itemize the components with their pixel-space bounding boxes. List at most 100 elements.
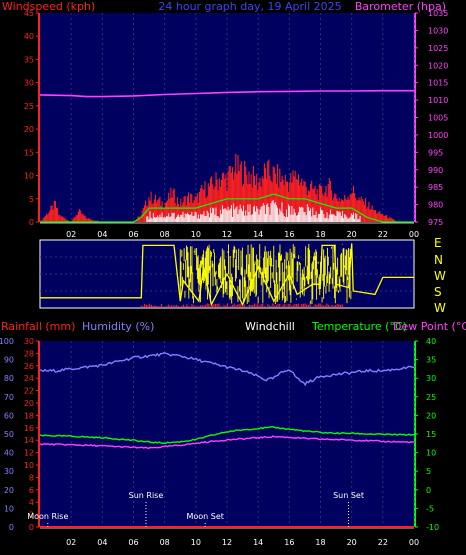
humidity-tick-label: 100 (0, 337, 14, 346)
windspeed-tick-label: 0 (29, 218, 34, 227)
hour-tick-label: 08 (160, 538, 170, 547)
barometer-axis-label: Barometer (hpa) (355, 0, 446, 13)
rainfall-tick-label: 18 (24, 411, 34, 420)
temperature-tick-label: 40 (426, 337, 436, 346)
rainfall-tick-label: 4 (29, 498, 34, 507)
barometer-tick-label: 1005 (428, 114, 448, 123)
wind-barometer-panel: 0510152025303540459759809859909951000100… (24, 9, 449, 239)
barometer-tick-label: 1000 (428, 131, 448, 140)
event-marker-label: Sun Set (333, 491, 364, 500)
wind-average-line (40, 193, 414, 223)
wind-speed-strip (140, 303, 343, 307)
event-marker-label: Moon Set (186, 512, 223, 521)
rainfall-tick-label: 20 (24, 399, 34, 408)
rainfall-tick-label: 26 (24, 362, 34, 371)
temperature-humidity-panel: 0102030405060708090100024681012141618202… (0, 337, 439, 547)
rainfall-tick-label: 10 (24, 461, 34, 470)
windspeed-tick-label: 35 (24, 55, 34, 64)
barometer-tick-label: 985 (428, 183, 443, 192)
barometer-tick-label: 1030 (428, 26, 448, 35)
rainfall-axis-label: Rainfall (mm) (1, 320, 75, 333)
hour-tick-label: 14 (253, 538, 263, 547)
windspeed-tick-label: 30 (24, 79, 34, 88)
humidity-line (39, 352, 415, 387)
barometer-tick-label: 975 (428, 218, 443, 227)
temperature-axis-label: Temperature (°C) (311, 320, 407, 333)
humidity-tick-label: 60 (4, 411, 14, 420)
hour-tick-label: 16 (284, 538, 294, 547)
rainfall-tick-label: 12 (24, 449, 34, 458)
barometer-tick-label: 1020 (428, 61, 448, 70)
compass-label-e: E (434, 236, 442, 250)
windspeed-tick-label: 5 (29, 195, 34, 204)
humidity-tick-label: 30 (4, 467, 14, 476)
hour-tick-label: 12 (222, 538, 232, 547)
barometer-tick-label: 1015 (428, 79, 448, 88)
hour-tick-label: 00 (409, 230, 419, 239)
temperature-tick-label: -10 (426, 523, 439, 532)
humidity-tick-label: 20 (4, 486, 14, 495)
temperature-tick-label: 30 (426, 374, 436, 383)
compass-label-n: N (434, 253, 443, 267)
humidity-tick-label: 80 (4, 374, 14, 383)
event-marker-label: Moon Rise (27, 512, 68, 521)
windspeed-tick-label: 20 (24, 125, 34, 134)
compass-label-w2: W (434, 301, 446, 315)
windspeed-tick-label: 40 (24, 32, 34, 41)
rainfall-tick-label: 28 (24, 349, 34, 358)
temperature-tick-label: 0 (426, 486, 431, 495)
temperature-tick-label: 15 (426, 430, 436, 439)
windspeed-tick-label: 10 (24, 172, 34, 181)
dewpoint-line (39, 435, 415, 450)
barometer-tick-label: 990 (428, 166, 443, 175)
temperature-line (39, 425, 414, 445)
hour-tick-label: 10 (191, 538, 201, 547)
hour-tick-label: 06 (128, 230, 138, 239)
temperature-tick-label: 5 (426, 467, 431, 476)
dewpoint-axis-label: Dew Point (°C) (393, 320, 466, 333)
rainfall-tick-label: 2 (29, 511, 34, 520)
windspeed-tick-label: 15 (24, 148, 34, 157)
compass-label-s: S (434, 285, 442, 299)
humidity-axis-label: Humidity (%) (82, 320, 154, 333)
rainfall-tick-label: 8 (29, 473, 34, 482)
rainfall-tick-label: 30 (24, 337, 34, 346)
wind-direction-noise (179, 244, 352, 305)
temperature-tick-label: -5 (426, 504, 434, 513)
hour-tick-label: 20 (347, 230, 357, 239)
hour-tick-label: 16 (284, 230, 294, 239)
temperature-tick-label: 35 (426, 356, 436, 365)
hour-tick-label: 04 (97, 230, 107, 239)
windchill-label: Windchill (245, 320, 295, 333)
hour-tick-label: 02 (66, 230, 76, 239)
event-marker-label: Sun Rise (129, 491, 164, 500)
humidity-tick-label: 10 (4, 504, 14, 513)
barometer-tick-label: 1025 (428, 44, 448, 53)
rainfall-tick-label: 16 (24, 424, 34, 433)
hour-tick-label: 14 (253, 230, 263, 239)
compass-label-w: W (434, 269, 446, 283)
hour-tick-label: 22 (378, 538, 388, 547)
windspeed-tick-label: 45 (24, 9, 34, 18)
rainfall-tick-label: 6 (29, 486, 34, 495)
hour-tick-label: 00 (409, 538, 419, 547)
humidity-tick-label: 50 (4, 430, 14, 439)
humidity-tick-label: 0 (9, 523, 14, 532)
barometer-line (39, 89, 414, 98)
humidity-tick-label: 40 (4, 449, 14, 458)
barometer-tick-label: 1010 (428, 96, 448, 105)
humidity-tick-label: 70 (4, 393, 14, 402)
rainfall-tick-label: 0 (29, 523, 34, 532)
temperature-tick-label: 20 (426, 411, 436, 420)
hour-tick-label: 20 (347, 538, 357, 547)
hour-tick-label: 08 (160, 230, 170, 239)
hour-tick-label: 02 (66, 538, 76, 547)
hour-tick-label: 10 (191, 230, 201, 239)
graph-title: 24 hour graph day, 19 April 2025 (158, 0, 341, 13)
windspeed-tick-label: 25 (24, 102, 34, 111)
windspeed-axis-label: Windspeed (kph) (2, 0, 95, 13)
plot-area (40, 13, 414, 222)
rainfall-tick-label: 14 (24, 436, 34, 445)
barometer-tick-label: 995 (428, 148, 443, 157)
